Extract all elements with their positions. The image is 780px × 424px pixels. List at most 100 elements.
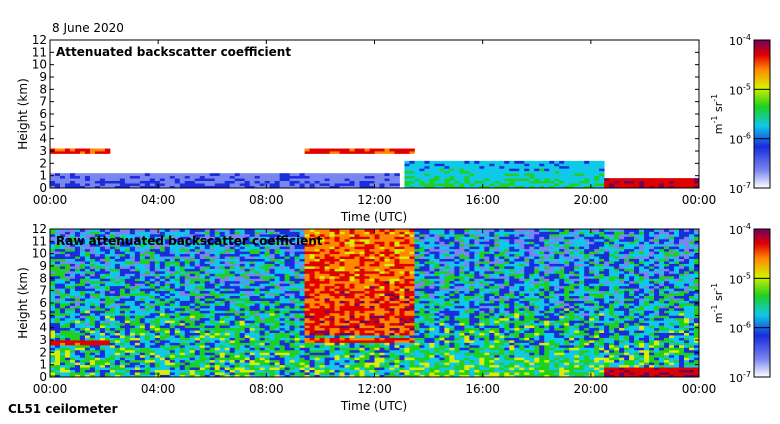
heatmap-cell — [75, 325, 80, 328]
heatmap-cell — [335, 261, 340, 264]
heatmap-cell — [345, 291, 350, 294]
heatmap-cell — [230, 264, 235, 267]
heatmap-cell — [75, 173, 80, 176]
heatmap-cell — [524, 178, 529, 181]
heatmap-cell — [345, 318, 350, 321]
heatmap-cell — [60, 355, 65, 358]
heatmap-cell — [634, 178, 639, 181]
heatmap-cell — [150, 278, 155, 281]
heatmap-cell — [195, 291, 200, 294]
heatmap-cell — [315, 338, 320, 341]
heatmap-cell — [375, 370, 380, 373]
heatmap-cell — [130, 276, 135, 279]
heatmap-cell — [100, 340, 105, 343]
heatmap-cell — [115, 249, 120, 252]
heatmap-cell — [365, 181, 370, 184]
heatmap-cell — [145, 293, 150, 296]
heatmap-cell — [504, 166, 509, 169]
heatmap-cell — [370, 340, 375, 343]
heatmap-cell — [290, 357, 295, 360]
heatmap-cell — [464, 163, 469, 166]
heatmap-cell — [370, 318, 375, 321]
heatmap-cell — [100, 333, 105, 336]
heatmap-cell — [484, 161, 489, 164]
heatmap-cell — [65, 340, 70, 343]
heatmap-cell — [365, 264, 370, 267]
heatmap-cell — [135, 278, 140, 281]
heatmap-cell — [280, 276, 285, 279]
heatmap-cell — [325, 330, 330, 333]
heatmap-cell — [295, 315, 300, 318]
heatmap-cell — [270, 264, 275, 267]
heatmap-cell — [50, 259, 55, 262]
heatmap-cell — [220, 365, 225, 368]
heatmap-cell — [365, 320, 370, 323]
heatmap-cell — [135, 261, 140, 264]
heatmap-cell — [195, 347, 200, 350]
heatmap-cell — [409, 176, 414, 179]
heatmap-cell — [155, 278, 160, 281]
heatmap-cell — [305, 283, 310, 286]
heatmap-cell — [345, 231, 350, 234]
heatmap-cell — [190, 333, 195, 336]
heatmap-cell — [225, 325, 230, 328]
heatmap-cell — [255, 273, 260, 276]
heatmap-cell — [145, 291, 150, 294]
heatmap-cell — [65, 286, 70, 289]
heatmap-cell — [310, 276, 315, 279]
heatmap-cell — [165, 286, 170, 289]
heatmap-cell — [170, 328, 175, 331]
heatmap-cell — [434, 173, 439, 176]
heatmap-cell — [100, 352, 105, 355]
heatmap-cell — [340, 266, 345, 269]
heatmap-cell — [489, 178, 494, 181]
heatmap-cell — [130, 298, 135, 301]
heatmap-cell — [290, 268, 295, 271]
heatmap-cell — [75, 271, 80, 274]
heatmap-cell — [205, 259, 210, 262]
heatmap-cell — [85, 254, 90, 257]
heatmap-cell — [220, 176, 225, 179]
heatmap-cell — [55, 330, 60, 333]
heatmap-cell — [190, 315, 195, 318]
heatmap-cell — [190, 342, 195, 345]
heatmap-cell — [110, 320, 115, 323]
heatmap-cell — [70, 251, 75, 254]
heatmap-cell — [290, 328, 295, 331]
heatmap-cell — [190, 372, 195, 375]
heatmap-cell — [280, 340, 285, 343]
heatmap-cell — [70, 335, 75, 338]
heatmap-cell — [110, 365, 115, 368]
heatmap-cell — [110, 303, 115, 306]
heatmap-cell — [155, 328, 160, 331]
heatmap-cell — [250, 276, 255, 279]
heatmap-cell — [200, 315, 205, 318]
heatmap-cell — [105, 338, 110, 341]
heatmap-cell — [365, 323, 370, 326]
heatmap-cell — [235, 347, 240, 350]
heatmap-cell — [345, 310, 350, 313]
heatmap-cell — [190, 301, 195, 304]
heatmap-cell — [474, 183, 479, 186]
heatmap-cell — [225, 278, 230, 281]
heatmap-cell — [125, 308, 130, 311]
heatmap-cell — [310, 347, 315, 350]
heatmap-cell — [340, 367, 345, 370]
heatmap-cell — [205, 301, 210, 304]
heatmap-cell — [125, 266, 130, 269]
heatmap-cell — [95, 298, 100, 301]
heatmap-cell — [180, 271, 185, 274]
heatmap-cell — [60, 305, 65, 308]
heatmap-cell — [310, 173, 315, 176]
heatmap-cell — [140, 278, 145, 281]
heatmap-cell — [95, 254, 100, 257]
heatmap-cell — [340, 372, 345, 375]
heatmap-cell — [195, 266, 200, 269]
heatmap-cell — [275, 273, 280, 276]
heatmap-cell — [160, 256, 165, 259]
heatmap-cell — [335, 301, 340, 304]
heatmap-cell — [60, 323, 65, 326]
heatmap-cell — [375, 357, 380, 360]
heatmap-cell — [325, 338, 330, 341]
heatmap-cell — [105, 276, 110, 279]
